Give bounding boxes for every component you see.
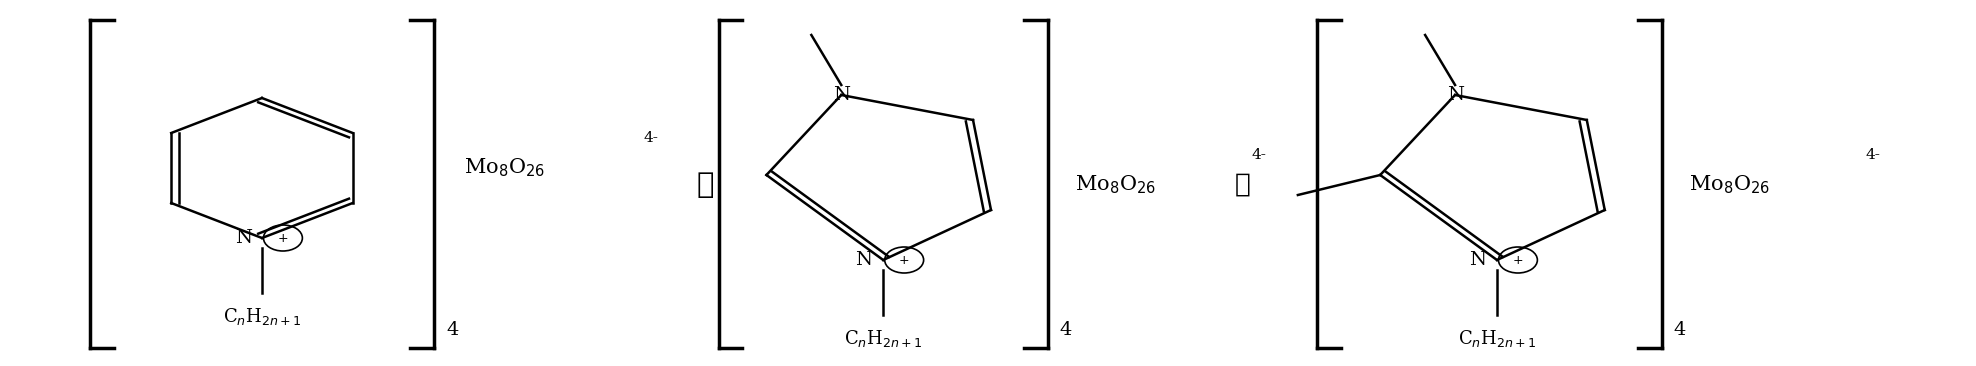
Text: +: + [277,232,288,244]
Text: 4: 4 [1059,321,1073,339]
Text: 4-: 4- [1865,148,1879,162]
Text: 4: 4 [1674,321,1686,339]
Text: 4-: 4- [1251,148,1267,162]
Text: 4: 4 [447,321,458,339]
Text: N: N [1446,86,1464,104]
Text: C$_n$H$_{2n+1}$: C$_n$H$_{2n+1}$ [844,328,923,349]
Text: 4-: 4- [644,131,658,145]
Text: +: + [1512,254,1523,266]
Text: 或: 或 [1235,172,1251,198]
Text: 、: 、 [696,171,713,199]
Text: +: + [899,254,909,266]
Text: C$_n$H$_{2n+1}$: C$_n$H$_{2n+1}$ [223,306,300,327]
Text: Mo$_8$O$_{26}$: Mo$_8$O$_{26}$ [1075,174,1156,196]
Text: C$_n$H$_{2n+1}$: C$_n$H$_{2n+1}$ [1458,328,1535,349]
Text: N: N [1468,251,1486,269]
Text: N: N [832,86,850,104]
Text: N: N [235,229,253,247]
Text: Mo$_8$O$_{26}$: Mo$_8$O$_{26}$ [1689,174,1770,196]
Text: Mo$_8$O$_{26}$: Mo$_8$O$_{26}$ [464,157,545,179]
Text: N: N [856,251,871,269]
